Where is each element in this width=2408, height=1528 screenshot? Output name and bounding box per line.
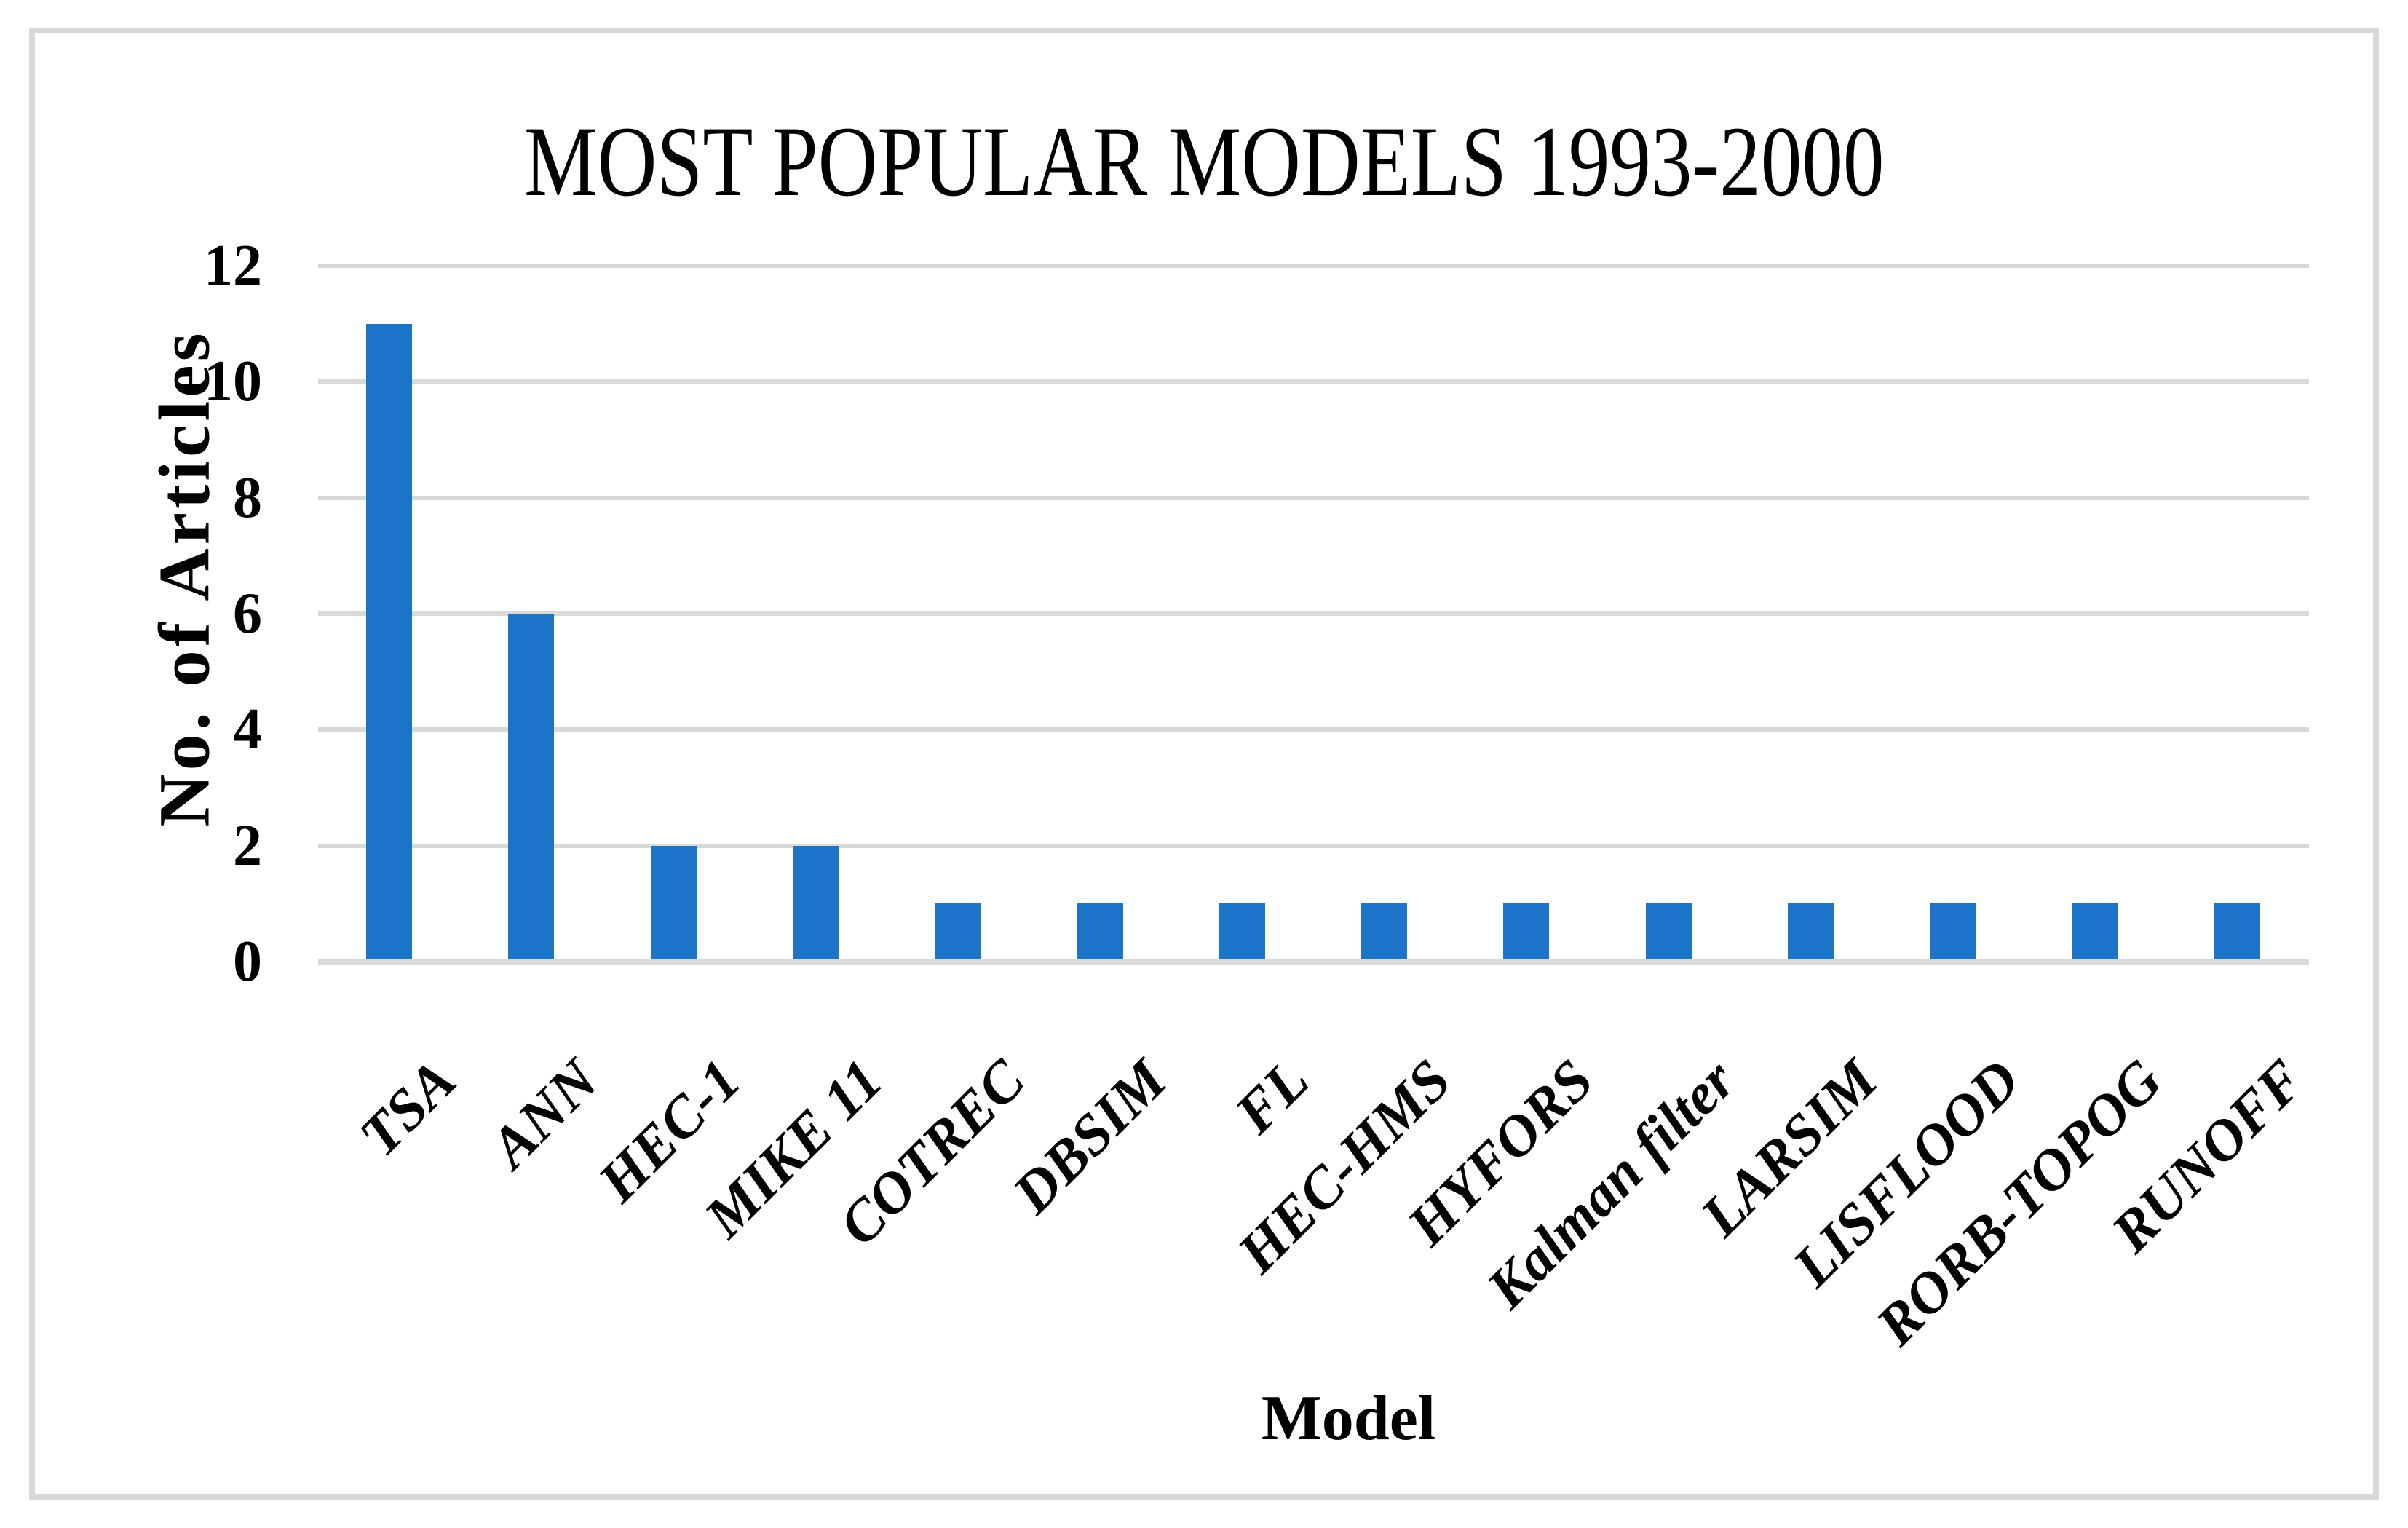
bar-tsa: [366, 324, 412, 962]
y-tick-label-10: 10: [204, 349, 262, 413]
y-tick-label-8: 8: [233, 466, 262, 530]
bar-ann: [508, 614, 554, 962]
category-label-tsa: TSA: [347, 1048, 469, 1169]
bar-runoff: [2214, 903, 2260, 962]
bar-kalman-filter: [1646, 903, 1692, 962]
bar-fl: [1219, 903, 1265, 962]
bar-lisflood: [1930, 903, 1976, 962]
bar-dbsim: [1077, 903, 1123, 962]
bar-hec-hms: [1361, 903, 1407, 962]
gridline-y4: [318, 727, 2309, 732]
category-label-fl: FL: [1223, 1048, 1321, 1146]
y-tick-label-0: 0: [233, 930, 262, 994]
category-label-dbsim: DBSIM: [1001, 1048, 1179, 1226]
bar-hec-1: [651, 846, 697, 962]
y-tick-label-4: 4: [233, 697, 262, 761]
gridline-y2: [318, 844, 2309, 848]
bar-hyfors: [1503, 903, 1549, 962]
chart-figure-border: MOST POPULAR MODELS 1993-2000 0 2 4 6 8 10 12 T…: [29, 28, 2379, 1500]
y-axis-title: No. of Articles: [143, 329, 225, 827]
x-axis-title: Model: [1261, 1383, 1436, 1454]
bar-mike-11: [793, 846, 839, 962]
bar-cotrec: [935, 903, 981, 962]
gridline-y8: [318, 496, 2309, 500]
x-axis-line: [318, 959, 2309, 965]
plot-area: 0 2 4 6 8 10 12 TSA ANN HEC-1 MIKE 11 COTREC DBSIM FL…: [35, 33, 2373, 1494]
y-tick-label-6: 6: [233, 582, 262, 646]
bar-larsim: [1788, 903, 1834, 962]
chart-title-text: MOST POPULAR MODELS 1993-2000: [523, 106, 1885, 217]
gridline-y10: [318, 379, 2309, 384]
y-tick-label-2: 2: [233, 814, 262, 878]
gridline-y12: [318, 264, 2309, 268]
y-tick-label-12: 12: [204, 234, 262, 298]
gridline-y6: [318, 611, 2309, 616]
chart-title: MOST POPULAR MODELS 1993-2000: [35, 106, 2373, 217]
bar-rorb-topog: [2072, 903, 2118, 962]
